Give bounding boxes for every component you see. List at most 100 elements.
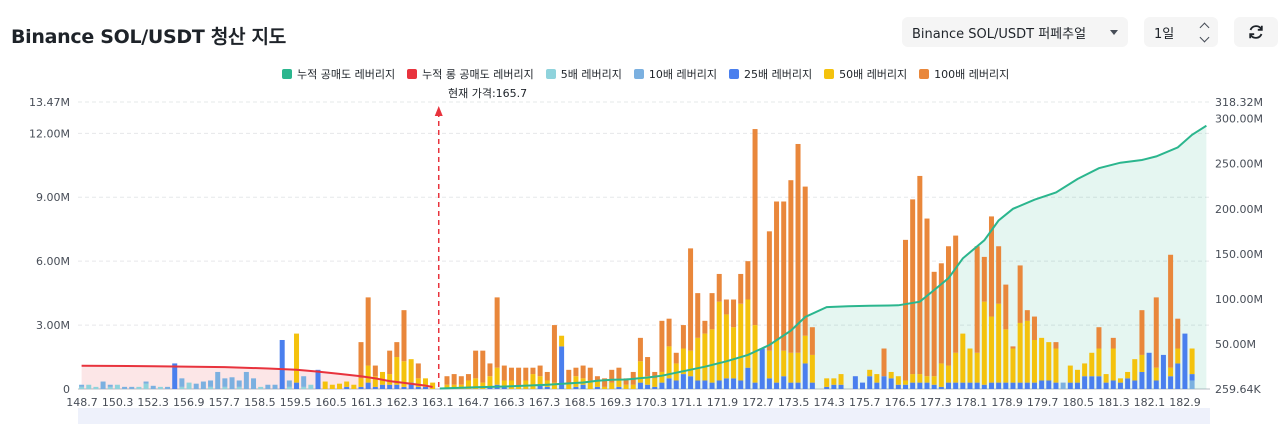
bar-segment-lev100 xyxy=(1003,284,1009,330)
up-down-icon xyxy=(1199,22,1210,42)
cum-short-line xyxy=(439,124,1207,390)
bar-segment-lev25 xyxy=(852,376,858,389)
bar-segment-lev100 xyxy=(688,248,694,351)
bar-segment-lev10 xyxy=(150,385,156,389)
bar-segment-lev10 xyxy=(129,386,135,389)
bar-segment-lev50 xyxy=(831,378,837,385)
bar-segment-lev100 xyxy=(917,175,923,375)
bar-segment-lev50 xyxy=(294,333,300,383)
bar-segment-lev50 xyxy=(523,380,529,389)
bar-segment-lev100 xyxy=(530,367,536,375)
bar-segment-lev50 xyxy=(953,352,959,383)
bar-segment-lev25 xyxy=(895,384,901,389)
bar-segment-lev100 xyxy=(594,376,600,381)
bar-segment-lev25 xyxy=(372,386,378,389)
bar-segment-lev50 xyxy=(1168,367,1174,377)
bar-segment-lev25 xyxy=(938,386,944,389)
bar-segment-lev50 xyxy=(630,384,636,389)
bar-segment-lev50 xyxy=(516,386,522,389)
bar-segment-lev50 xyxy=(351,384,357,389)
bar-segment-lev100 xyxy=(910,199,916,375)
bar-segment-lev100 xyxy=(480,350,486,383)
bar-segment-lev50 xyxy=(1046,342,1052,381)
bar-segment-lev100 xyxy=(666,318,672,347)
bar-segment-lev100 xyxy=(752,129,758,326)
bar-segment-lev100 xyxy=(702,320,708,334)
bar-segment-lev100 xyxy=(745,261,751,300)
bar-segment-lev25 xyxy=(809,382,815,389)
legend-cum-short[interactable]: 누적 공매도 레버리지 xyxy=(282,66,395,82)
legend-lev5[interactable]: 5배 레버리지 xyxy=(545,66,622,82)
bar-segment-lev100 xyxy=(1139,310,1145,355)
bar-segment-lev25 xyxy=(731,378,737,389)
legend-lev100[interactable]: 100배 레버리지 xyxy=(919,66,1009,82)
bar-segment-lev100 xyxy=(1168,254,1174,368)
bar-segment-lev50 xyxy=(903,380,909,385)
bar-segment-lev25 xyxy=(695,380,701,389)
legend-lev25[interactable]: 25배 레버리지 xyxy=(728,66,813,82)
interval-select[interactable]: 1일 xyxy=(1144,17,1218,47)
bar-segment-lev25 xyxy=(981,384,987,389)
bar-segment-lev25 xyxy=(688,376,694,389)
bar-segment-lev50 xyxy=(1082,363,1088,377)
bar-segment-lev25 xyxy=(802,363,808,389)
bar-segment-lev5 xyxy=(157,386,163,389)
bar-segment-lev100 xyxy=(938,263,944,364)
bar-segment-lev25 xyxy=(860,382,866,389)
bar-segment-lev25 xyxy=(1160,354,1166,389)
bar-segment-lev100 xyxy=(365,297,371,366)
bar-segment-lev50 xyxy=(394,357,400,385)
bar-segment-lev25 xyxy=(867,376,873,389)
bar-segment-lev50 xyxy=(895,376,901,385)
bar-segment-lev10 xyxy=(251,378,257,389)
bar-segment-lev25 xyxy=(1110,380,1116,389)
bar-segment-lev100 xyxy=(945,246,951,366)
bar-segment-lev5 xyxy=(301,386,307,389)
bar-segment-lev50 xyxy=(910,374,916,383)
bar-segment-lev25 xyxy=(903,384,909,389)
bar-segment-lev25 xyxy=(394,384,400,389)
bar-segment-lev50 xyxy=(988,316,994,383)
bar-segment-lev10 xyxy=(265,384,271,389)
bar-segment-lev100 xyxy=(387,350,393,375)
bar-segment-lev50 xyxy=(337,383,343,389)
bar-segment-lev10 xyxy=(107,384,113,387)
bar-segment-lev25 xyxy=(1153,380,1159,389)
bar-segment-lev25 xyxy=(881,376,887,389)
bar-segment-lev100 xyxy=(1031,316,1037,340)
legend-lev50[interactable]: 50배 레버리지 xyxy=(824,66,907,82)
bar-segment-lev5 xyxy=(143,383,149,389)
bar-segment-lev100 xyxy=(465,374,471,381)
bar-segment-lev25 xyxy=(831,384,837,389)
bar-segment-lev50 xyxy=(996,303,1002,383)
bar-segment-lev10 xyxy=(229,377,235,389)
bar-segment-lev25 xyxy=(781,376,787,389)
bar-segment-lev50 xyxy=(537,376,543,385)
legend-label: 25배 레버리지 xyxy=(743,68,813,81)
bar-segment-lev25 xyxy=(1089,376,1095,389)
bar-segment-lev25 xyxy=(874,382,880,389)
bar-segment-lev25 xyxy=(1096,376,1102,389)
bar-segment-lev50 xyxy=(716,301,722,381)
legend-lev10[interactable]: 10배 레버리지 xyxy=(633,66,717,82)
bar-segment-lev50 xyxy=(673,363,679,381)
bar-segment-lev25 xyxy=(544,386,550,389)
y-left-tick-label: 9.00M xyxy=(36,191,70,204)
bar-segment-lev50 xyxy=(802,335,808,364)
bar-segment-lev25 xyxy=(1039,380,1045,389)
legend-label: 누적 공매도 레버리지 xyxy=(297,68,396,81)
refresh-button[interactable] xyxy=(1234,17,1278,47)
bar-segment-lev100 xyxy=(981,256,987,302)
legend-cum-long[interactable]: 누적 롱 공매도 레버리지 xyxy=(407,66,534,82)
pair-select[interactable]: Binance SOL/USDT 퍼페추얼 xyxy=(902,17,1128,47)
bar-segment-lev50 xyxy=(867,369,873,377)
bar-segment-lev50 xyxy=(1125,371,1131,379)
bar-segment-lev25 xyxy=(752,382,758,389)
chart-zoom-scrollbar[interactable] xyxy=(78,408,1210,424)
bar-segment-lev5 xyxy=(93,386,99,389)
bar-segment-lev100 xyxy=(953,235,959,353)
bar-segment-lev50 xyxy=(573,376,579,387)
bar-segment-lev100 xyxy=(415,363,421,379)
bar-segment-lev50 xyxy=(1175,348,1181,364)
bar-segment-lev5 xyxy=(114,384,120,389)
